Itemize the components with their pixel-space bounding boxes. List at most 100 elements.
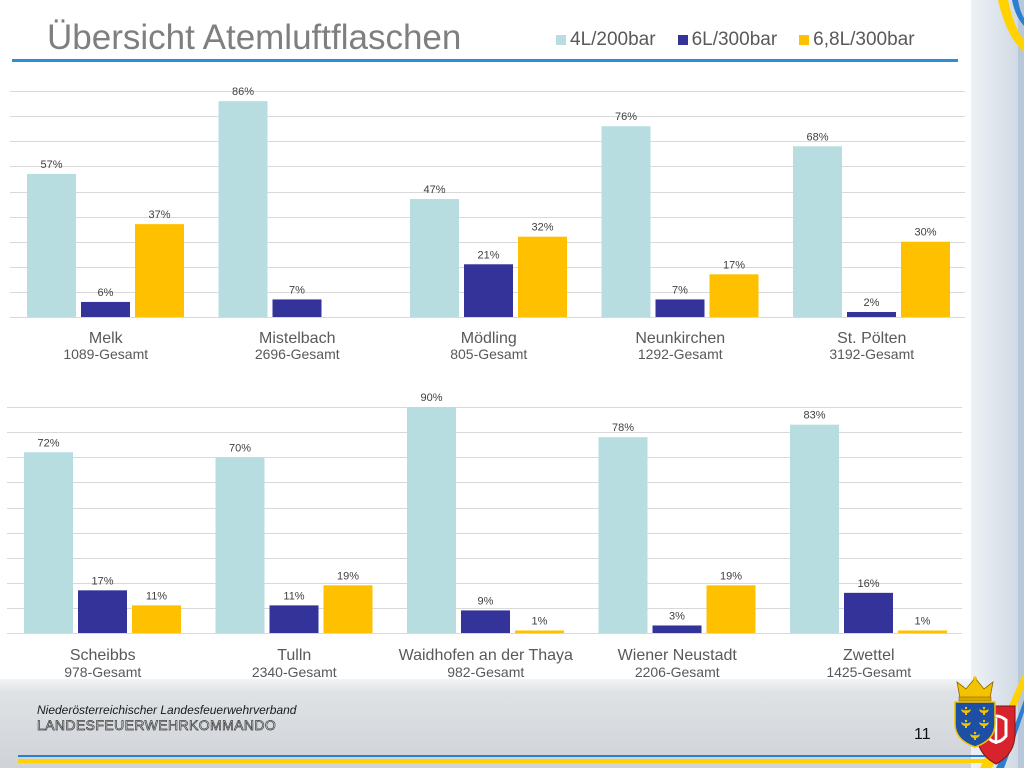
data-label: 37%: [148, 209, 170, 221]
bar-zwettel-6l-300bar: [844, 592, 893, 633]
data-label: 9%: [478, 595, 494, 607]
bar-waidhofen-an-der-thaya-6-8l-300bar: [515, 630, 564, 633]
bar-zwettel-4l-200bar: [790, 424, 839, 633]
data-label: 11%: [146, 590, 167, 602]
data-labels: 57% 6% 37% 86% 7% 47% 21% 32% 76% 7% 17% 68% 2% 30%: [40, 86, 936, 309]
footer-department: LANDESFEUERWEHRKOMMANDO: [37, 717, 277, 734]
bar-mistelbach-4l-200bar: [218, 101, 268, 317]
data-labels: 72% 17% 11% 70% 11% 19% 90% 9% 1% 78% 3% 19% 83% 16% 1…: [37, 392, 930, 627]
bar-modling-4l-200bar: [410, 199, 459, 317]
data-label: 30%: [914, 227, 936, 239]
bar-neunkirchen-4l-200bar: [601, 126, 651, 317]
data-label: 1%: [915, 615, 931, 627]
bar-scheibbs-6-8l-300bar: [132, 605, 181, 633]
category-total-label: 3192-Gesamt: [829, 346, 914, 362]
legend-label: 6L/300bar: [691, 29, 778, 50]
eagle-icon: [979, 719, 989, 728]
bar-chart-top: 57% 6% 37% 86% 7% 47% 21% 32% 76% 7% 17% 68% 2% 30% Me…: [10, 86, 965, 362]
title-rule: [12, 59, 958, 62]
bar-st-polten-4l-200bar: [793, 146, 842, 317]
coat-of-arms-logo: [954, 676, 1016, 765]
bar-wiener-neustadt-4l-200bar: [598, 437, 648, 633]
legend-label: 6,8L/300bar: [813, 29, 915, 50]
data-label: 76%: [615, 111, 637, 123]
crown-icon: [956, 676, 994, 702]
category-total-label: 2340-Gesamt: [252, 664, 337, 680]
legend-label: 4L/200bar: [570, 29, 656, 50]
slide-title: Übersicht Atemluftflaschen: [47, 18, 462, 57]
category-label: Melk: [89, 330, 124, 347]
category-label: Neunkirchen: [635, 330, 725, 347]
top-right-blue-swoosh: [1012, 0, 1024, 26]
category-total-label: 982-Gesamt: [447, 664, 524, 680]
bar-st-polten-6-8l-300bar: [901, 241, 950, 317]
right-edge-stripe: [1018, 0, 1024, 768]
bottom-blue-line: [18, 755, 985, 757]
data-label: 78%: [612, 422, 634, 434]
legend-swatch: [799, 35, 810, 45]
bar-melk-6-8l-300bar: [135, 224, 184, 317]
data-label: 3%: [669, 610, 685, 622]
bar-zwettel-6-8l-300bar: [898, 630, 947, 633]
bar-scheibbs-4l-200bar: [24, 452, 73, 633]
category-total-label: 2206-Gesamt: [635, 664, 720, 680]
category-label: Scheibbs: [70, 647, 136, 664]
lower-austria-shield-icon: [954, 701, 996, 748]
bar-tulln-6l-300bar: [269, 605, 319, 633]
eagle-icon: [979, 706, 989, 715]
footer-organization: Niederösterreichischer Landesfeuerwehrve…: [37, 703, 297, 717]
category-total-label: 1292-Gesamt: [638, 346, 723, 362]
data-label: 16%: [857, 578, 879, 590]
category-label: Waidhofen an der Thaya: [399, 647, 573, 664]
category-total-label: 1089-Gesamt: [63, 346, 148, 362]
legend-item-4l-200bar: 4L/200bar: [556, 29, 656, 51]
bar-neunkirchen-6-8l-300bar: [709, 274, 759, 317]
bar-waidhofen-an-der-thaya-4l-200bar: [407, 407, 456, 633]
data-label: 83%: [803, 410, 825, 422]
category-label: Mistelbach: [259, 330, 335, 347]
chart-legend: 4L/200bar 6L/300bar 6,8L/300bar: [556, 29, 915, 51]
top-right-yellow-swoosh: [998, 0, 1024, 52]
legend-item-6-8l-300bar: 6,8L/300bar: [799, 29, 915, 51]
bar-melk-6l-300bar: [81, 301, 130, 317]
eagle-icon: [961, 706, 971, 715]
bar-modling-6l-300bar: [464, 264, 513, 317]
bar-st-polten-6l-300bar: [847, 311, 896, 317]
category-total-label: 2696-Gesamt: [255, 346, 340, 362]
data-label: 19%: [720, 570, 742, 582]
category-label: Wiener Neustadt: [618, 647, 738, 664]
data-label: 7%: [672, 284, 688, 296]
bar-modling-6-8l-300bar: [518, 236, 567, 317]
data-label: 72%: [37, 437, 59, 449]
bar-tulln-6-8l-300bar: [323, 585, 373, 633]
data-label: 1%: [532, 615, 548, 627]
bars: [27, 101, 950, 317]
data-label: 19%: [337, 570, 359, 582]
category-label: Tulln: [277, 647, 311, 664]
bar-waidhofen-an-der-thaya-6l-300bar: [461, 610, 510, 633]
data-label: 21%: [477, 249, 499, 261]
data-label: 86%: [232, 86, 254, 98]
footer-band: [0, 679, 971, 768]
data-label: 17%: [723, 259, 745, 271]
category-label: St. Pölten: [837, 330, 906, 347]
bar-wiener-neustadt-6-8l-300bar: [706, 585, 756, 633]
data-label: 90%: [420, 392, 442, 404]
legend-swatch: [677, 35, 688, 45]
bar-mistelbach-6l-300bar: [272, 299, 322, 317]
bar-chart-bottom: 72% 17% 11% 70% 11% 19% 90% 9% 1% 78% 3% 19% 83% 16% 1…: [7, 392, 962, 680]
eagle-icon: [970, 731, 980, 740]
legend-item-6l-300bar: 6L/300bar: [677, 29, 778, 51]
data-label: 7%: [289, 284, 305, 296]
data-label: 47%: [423, 184, 445, 196]
bars: [24, 407, 947, 633]
data-label: 70%: [229, 442, 251, 454]
data-label: 68%: [806, 131, 828, 143]
category-label: Zwettel: [843, 647, 895, 664]
eagle-icon: [961, 719, 971, 728]
right-side-band: [971, 0, 1024, 768]
data-label: 11%: [283, 590, 304, 602]
bar-neunkirchen-6l-300bar: [655, 299, 705, 317]
category-total-label: 1425-Gesamt: [826, 664, 911, 680]
